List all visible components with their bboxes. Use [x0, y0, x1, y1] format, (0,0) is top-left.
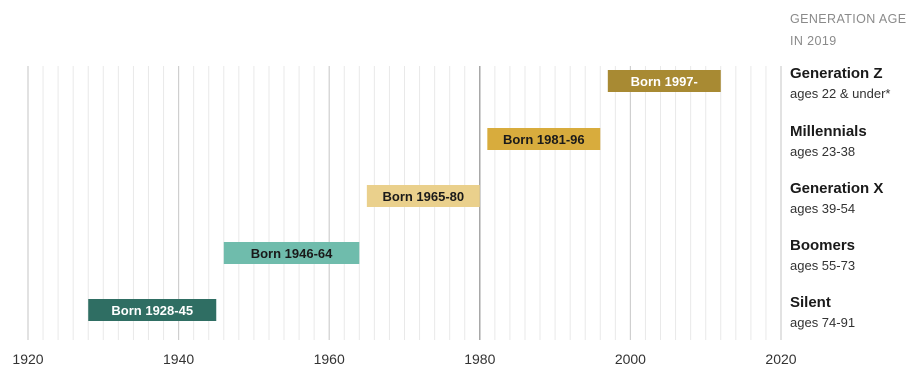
x-tick-label: 1980 — [464, 351, 495, 367]
bar-label: Born 1997- — [631, 74, 698, 89]
generation-ages: ages 22 & under* — [790, 86, 891, 101]
generation-name: Boomers — [790, 237, 856, 254]
x-tick-label: 1920 — [12, 351, 43, 367]
x-tick-label: 2020 — [765, 351, 796, 367]
generation-ages: ages 74-91 — [790, 315, 856, 330]
legend-header-line1: GENERATION AGE — [790, 12, 907, 26]
bar-silent — [88, 299, 217, 321]
x-tick-label: 1960 — [314, 351, 345, 367]
legend-header-line2: IN 2019 — [790, 34, 837, 48]
generation-ages: ages 39-54 — [790, 201, 856, 216]
x-tick-label: 1940 — [163, 351, 194, 367]
bar-boomers — [223, 242, 360, 264]
bar-label: Born 1981-96 — [503, 132, 585, 147]
bar-millennials — [487, 128, 601, 150]
bar-label: Born 1928-45 — [111, 303, 193, 318]
bar-label: Born 1946-64 — [251, 246, 333, 261]
generation-name: Silent — [790, 294, 831, 311]
generation-name: Generation X — [790, 180, 884, 197]
bar-generation-z — [607, 70, 721, 92]
bar-generation-x — [366, 185, 480, 207]
generation-ages: ages 23-38 — [790, 144, 856, 159]
bar-label: Born 1965-80 — [382, 189, 464, 204]
generation-name: Generation Z — [790, 65, 883, 82]
generation-name: Millennials — [790, 123, 867, 140]
x-tick-label: 2000 — [615, 351, 646, 367]
generation-ages: ages 55-73 — [790, 258, 856, 273]
